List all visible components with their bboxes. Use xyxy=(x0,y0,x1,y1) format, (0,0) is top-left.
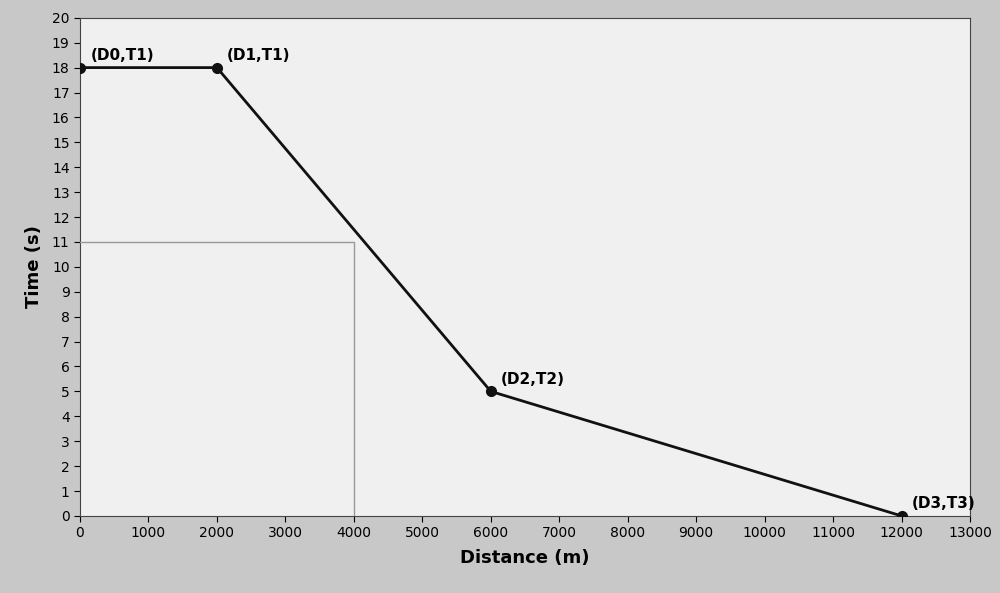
Text: (D1,T1): (D1,T1) xyxy=(227,48,291,63)
X-axis label: Distance (m): Distance (m) xyxy=(460,549,590,567)
Text: (D2,T2): (D2,T2) xyxy=(501,372,565,387)
Y-axis label: Time (s): Time (s) xyxy=(25,225,44,308)
Text: (D0,T1): (D0,T1) xyxy=(90,48,154,63)
Text: (D3,T3): (D3,T3) xyxy=(912,496,976,511)
